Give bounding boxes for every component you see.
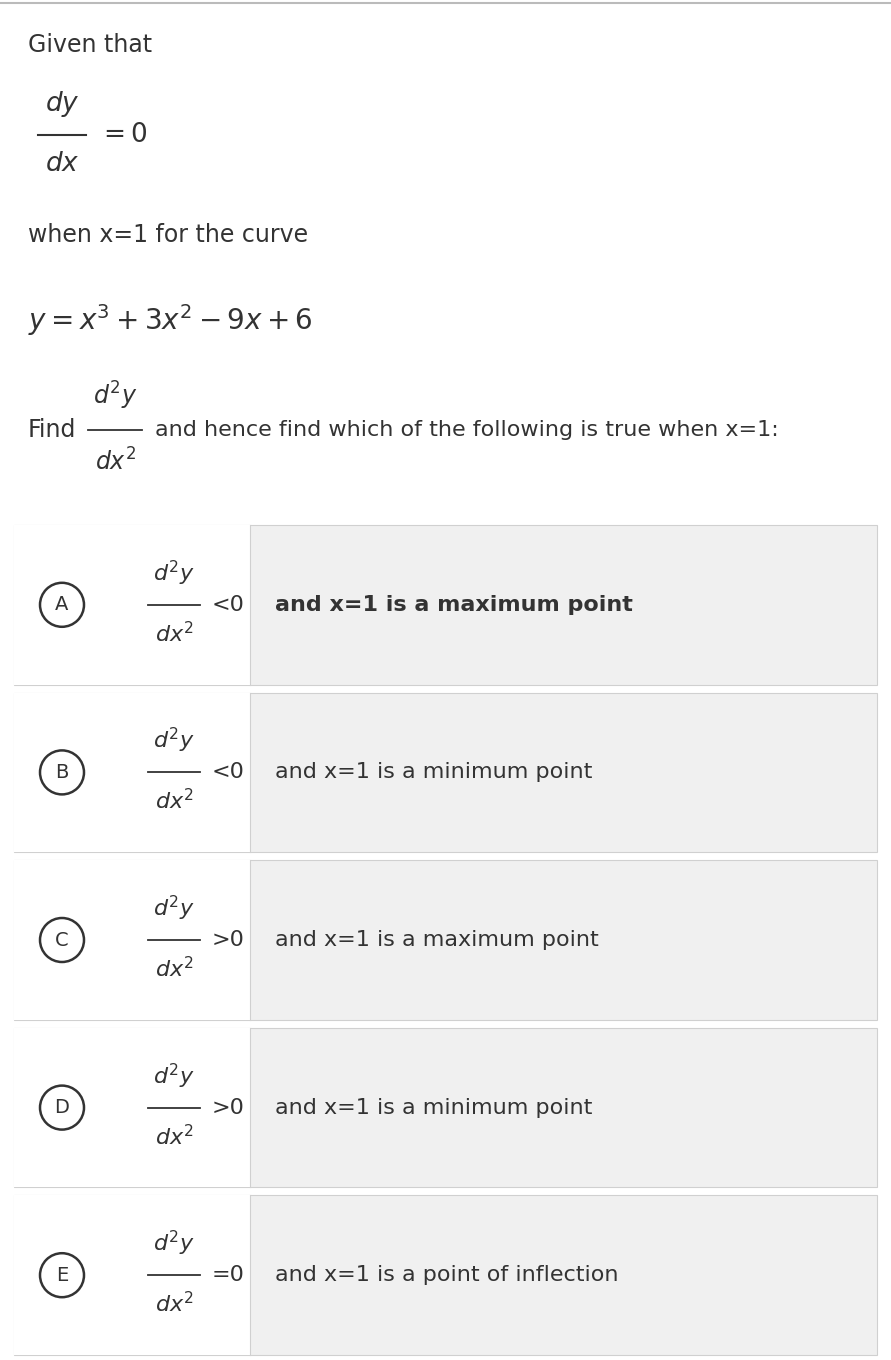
Text: $dx^2$: $dx^2$ (155, 622, 193, 647)
Text: B: B (55, 763, 69, 782)
Text: >0: >0 (212, 930, 245, 951)
Text: <0: <0 (212, 763, 245, 782)
Text: $dx^2$: $dx^2$ (155, 1292, 193, 1318)
Text: =0: =0 (212, 1265, 245, 1285)
Text: Find: Find (28, 418, 77, 442)
Text: <0: <0 (212, 594, 245, 615)
Text: >0: >0 (212, 1098, 245, 1118)
Text: and hence find which of the following is true when x=1:: and hence find which of the following is… (155, 420, 779, 441)
Text: when x=1 for the curve: when x=1 for the curve (28, 223, 308, 248)
Text: $dx$: $dx$ (45, 151, 79, 175)
Text: $d^2y$: $d^2y$ (153, 726, 195, 755)
Text: Given that: Given that (28, 33, 152, 57)
Text: and x=1 is a minimum point: and x=1 is a minimum point (275, 763, 593, 782)
Text: D: D (54, 1098, 69, 1117)
Text: $d^2y$: $d^2y$ (153, 1229, 195, 1258)
FancyBboxPatch shape (14, 525, 250, 684)
Text: $d^2y$: $d^2y$ (153, 559, 195, 588)
FancyBboxPatch shape (14, 692, 877, 853)
Text: $d^2y$: $d^2y$ (153, 894, 195, 923)
FancyBboxPatch shape (14, 1028, 877, 1187)
Text: $y=x^3+3x^2-9x+6$: $y=x^3+3x^2-9x+6$ (28, 302, 313, 337)
Text: $dy$: $dy$ (45, 88, 79, 120)
Text: and x=1 is a minimum point: and x=1 is a minimum point (275, 1098, 593, 1118)
Text: $dx^2$: $dx^2$ (155, 957, 193, 982)
Text: E: E (56, 1266, 68, 1285)
Text: $dx^2$: $dx^2$ (155, 789, 193, 815)
Text: and x=1 is a maximum point: and x=1 is a maximum point (275, 930, 599, 951)
Text: A: A (55, 596, 69, 615)
FancyBboxPatch shape (14, 1195, 250, 1355)
FancyBboxPatch shape (14, 1028, 250, 1187)
FancyBboxPatch shape (14, 860, 877, 1020)
FancyBboxPatch shape (14, 860, 250, 1020)
FancyBboxPatch shape (14, 525, 877, 684)
Text: and x=1 is a maximum point: and x=1 is a maximum point (275, 594, 633, 615)
Text: $=0$: $=0$ (98, 122, 147, 147)
FancyBboxPatch shape (14, 692, 250, 853)
Text: $dx^2$: $dx^2$ (94, 447, 135, 475)
Text: $dx^2$: $dx^2$ (155, 1125, 193, 1149)
Text: $d^2y$: $d^2y$ (93, 379, 137, 412)
FancyBboxPatch shape (14, 1195, 877, 1355)
Text: C: C (55, 930, 69, 949)
Text: and x=1 is a point of inflection: and x=1 is a point of inflection (275, 1265, 618, 1285)
Text: $d^2y$: $d^2y$ (153, 1061, 195, 1091)
